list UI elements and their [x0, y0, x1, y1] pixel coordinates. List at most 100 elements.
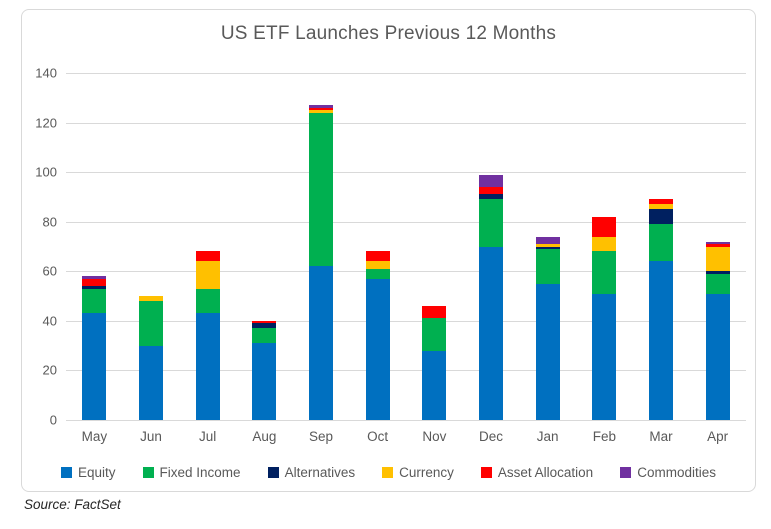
plot-area: 0 20 40 60 80 100 120 140 May Jun Jul Aug Sep Oct Nov D…: [35, 66, 746, 444]
legend-item-currency: Currency: [382, 465, 454, 480]
x-axis-label-oct: Oct: [367, 429, 389, 444]
bar-segment-aug-equity: [252, 343, 277, 420]
bar-segment-jun-equity: [139, 345, 163, 420]
legend-label: Currency: [399, 465, 454, 480]
bar-segment-dec-alternatives: [479, 194, 503, 200]
bar-segment-may-alternatives: [82, 286, 107, 289]
y-axis-tick-label: 80: [42, 214, 57, 230]
bar-segment-sep-currency: [309, 110, 333, 113]
bar-segment-apr-equity: [705, 293, 730, 420]
bar-segment-jul-equity: [195, 313, 220, 420]
legend-item-commodities: Commodities: [620, 465, 716, 480]
bar-segment-mar-fixed-income: [649, 224, 673, 262]
gridline-60: [66, 271, 746, 273]
y-axis-tick-label: 100: [35, 164, 57, 180]
chart-card: US ETF Launches Previous 12 Months 0 20 40…: [21, 9, 756, 492]
legend-label: Commodities: [637, 465, 716, 480]
bar-segment-may-equity: [82, 313, 107, 420]
y-axis-tick-label: 0: [49, 412, 57, 428]
legend-label: Asset Allocation: [497, 465, 594, 480]
legend-item-alternatives: Alternatives: [267, 465, 356, 480]
bar-segment-dec-asset-allocation: [479, 187, 503, 195]
bar-segment-apr-currency: [705, 246, 730, 272]
bar-segment-apr-alternatives: [705, 271, 730, 274]
bar-segment-dec-equity: [479, 246, 503, 420]
x-axis-label-mar: Mar: [649, 429, 673, 444]
bar-segment-apr-commodities: [705, 241, 730, 245]
x-axis-label-jan: Jan: [536, 429, 559, 444]
bar-segment-dec-fixed-income: [479, 199, 503, 247]
bar-segment-oct-currency: [365, 261, 390, 269]
bar-segment-nov-equity: [422, 350, 447, 420]
x-axis-label-dec: Dec: [478, 429, 504, 444]
bar-segment-feb-currency: [592, 236, 617, 252]
bar-segment-may-fixed-income: [82, 288, 107, 314]
legend-swatch-icon: [480, 467, 492, 478]
legend-swatch-icon: [267, 467, 279, 478]
gridline-100: [66, 172, 746, 174]
y-axis-tick-label: 40: [42, 313, 57, 329]
bar-segment-sep-equity: [309, 266, 333, 420]
bar-segment-nov-fixed-income: [422, 318, 447, 351]
bar-segment-apr-asset-allocation: [705, 244, 730, 247]
source-caption: Source: FactSet: [24, 497, 121, 512]
legend: Equity Fixed Income Alternatives Currency As…: [22, 465, 755, 480]
bar-segment-feb-equity: [592, 293, 617, 420]
x-axis-label-jun: Jun: [140, 429, 162, 444]
bar-segment-jan-fixed-income: [535, 249, 560, 284]
legend-swatch-icon: [61, 467, 72, 478]
bar-segment-dec-commodities: [479, 174, 503, 188]
bar-segment-apr-fixed-income: [705, 273, 730, 294]
legend-item-equity: Equity: [61, 465, 116, 480]
bar-segment-may-asset-allocation: [82, 278, 107, 287]
bar-segment-oct-equity: [365, 278, 390, 420]
legend-item-fixed-income: Fixed Income: [142, 465, 241, 480]
legend-item-asset-allocation: Asset Allocation: [480, 465, 594, 480]
bar-segment-oct-fixed-income: [365, 268, 390, 279]
legend-swatch-icon: [142, 467, 154, 478]
bar-segment-sep-commodities: [309, 105, 333, 108]
bar-segment-jun-currency: [139, 296, 163, 302]
gridline-0: [66, 420, 746, 421]
bar-segment-oct-asset-allocation: [365, 251, 390, 262]
bar-segment-aug-asset-allocation: [252, 320, 277, 324]
x-axis-label-may: May: [81, 429, 108, 444]
bar-segment-jul-asset-allocation: [195, 251, 220, 262]
bar-segment-sep-fixed-income: [309, 112, 333, 267]
y-axis-tick-label: 140: [35, 65, 57, 81]
y-axis-tick-label: 120: [35, 115, 57, 131]
gridline-20: [66, 370, 746, 372]
legend-swatch-icon: [382, 467, 394, 478]
legend-label: Fixed Income: [159, 465, 241, 480]
bar-segment-feb-asset-allocation: [592, 216, 617, 237]
bar-segment-jan-currency: [535, 244, 560, 247]
y-axis-tick-label: 20: [42, 362, 57, 378]
gridline-40: [66, 320, 746, 322]
legend-label: Alternatives: [284, 465, 356, 480]
legend-label: Equity: [78, 465, 116, 480]
bar-segment-aug-alternatives: [252, 323, 277, 329]
gridline-140: [66, 73, 746, 74]
x-axis-label-nov: Nov: [422, 429, 447, 444]
chart-title: US ETF Launches Previous 12 Months: [220, 23, 557, 44]
bar-segment-mar-alternatives: [649, 209, 673, 225]
bar-segment-mar-equity: [649, 261, 673, 420]
gridline-80: [66, 221, 746, 223]
bar-segment-mar-currency: [649, 204, 673, 210]
x-axis-label-aug: Aug: [252, 429, 277, 444]
x-axis-label-sep: Sep: [308, 429, 334, 444]
gridline-120: [66, 122, 746, 124]
bar-segment-jan-alternatives: [535, 246, 560, 249]
x-axis-label-jul: Jul: [199, 429, 217, 444]
y-axis-tick-label: 60: [42, 263, 57, 279]
bar-segment-jul-currency: [195, 261, 220, 289]
bar-segment-mar-asset-allocation: [649, 199, 673, 205]
x-axis-label-apr: Apr: [707, 429, 729, 444]
bar-segment-nov-asset-allocation: [422, 306, 447, 319]
x-axis-label-feb: Feb: [592, 429, 616, 444]
legend-swatch-icon: [620, 467, 632, 478]
bar-segment-jan-equity: [535, 283, 560, 420]
bar-segment-jun-fixed-income: [139, 301, 163, 346]
bar-segment-aug-fixed-income: [252, 328, 277, 344]
